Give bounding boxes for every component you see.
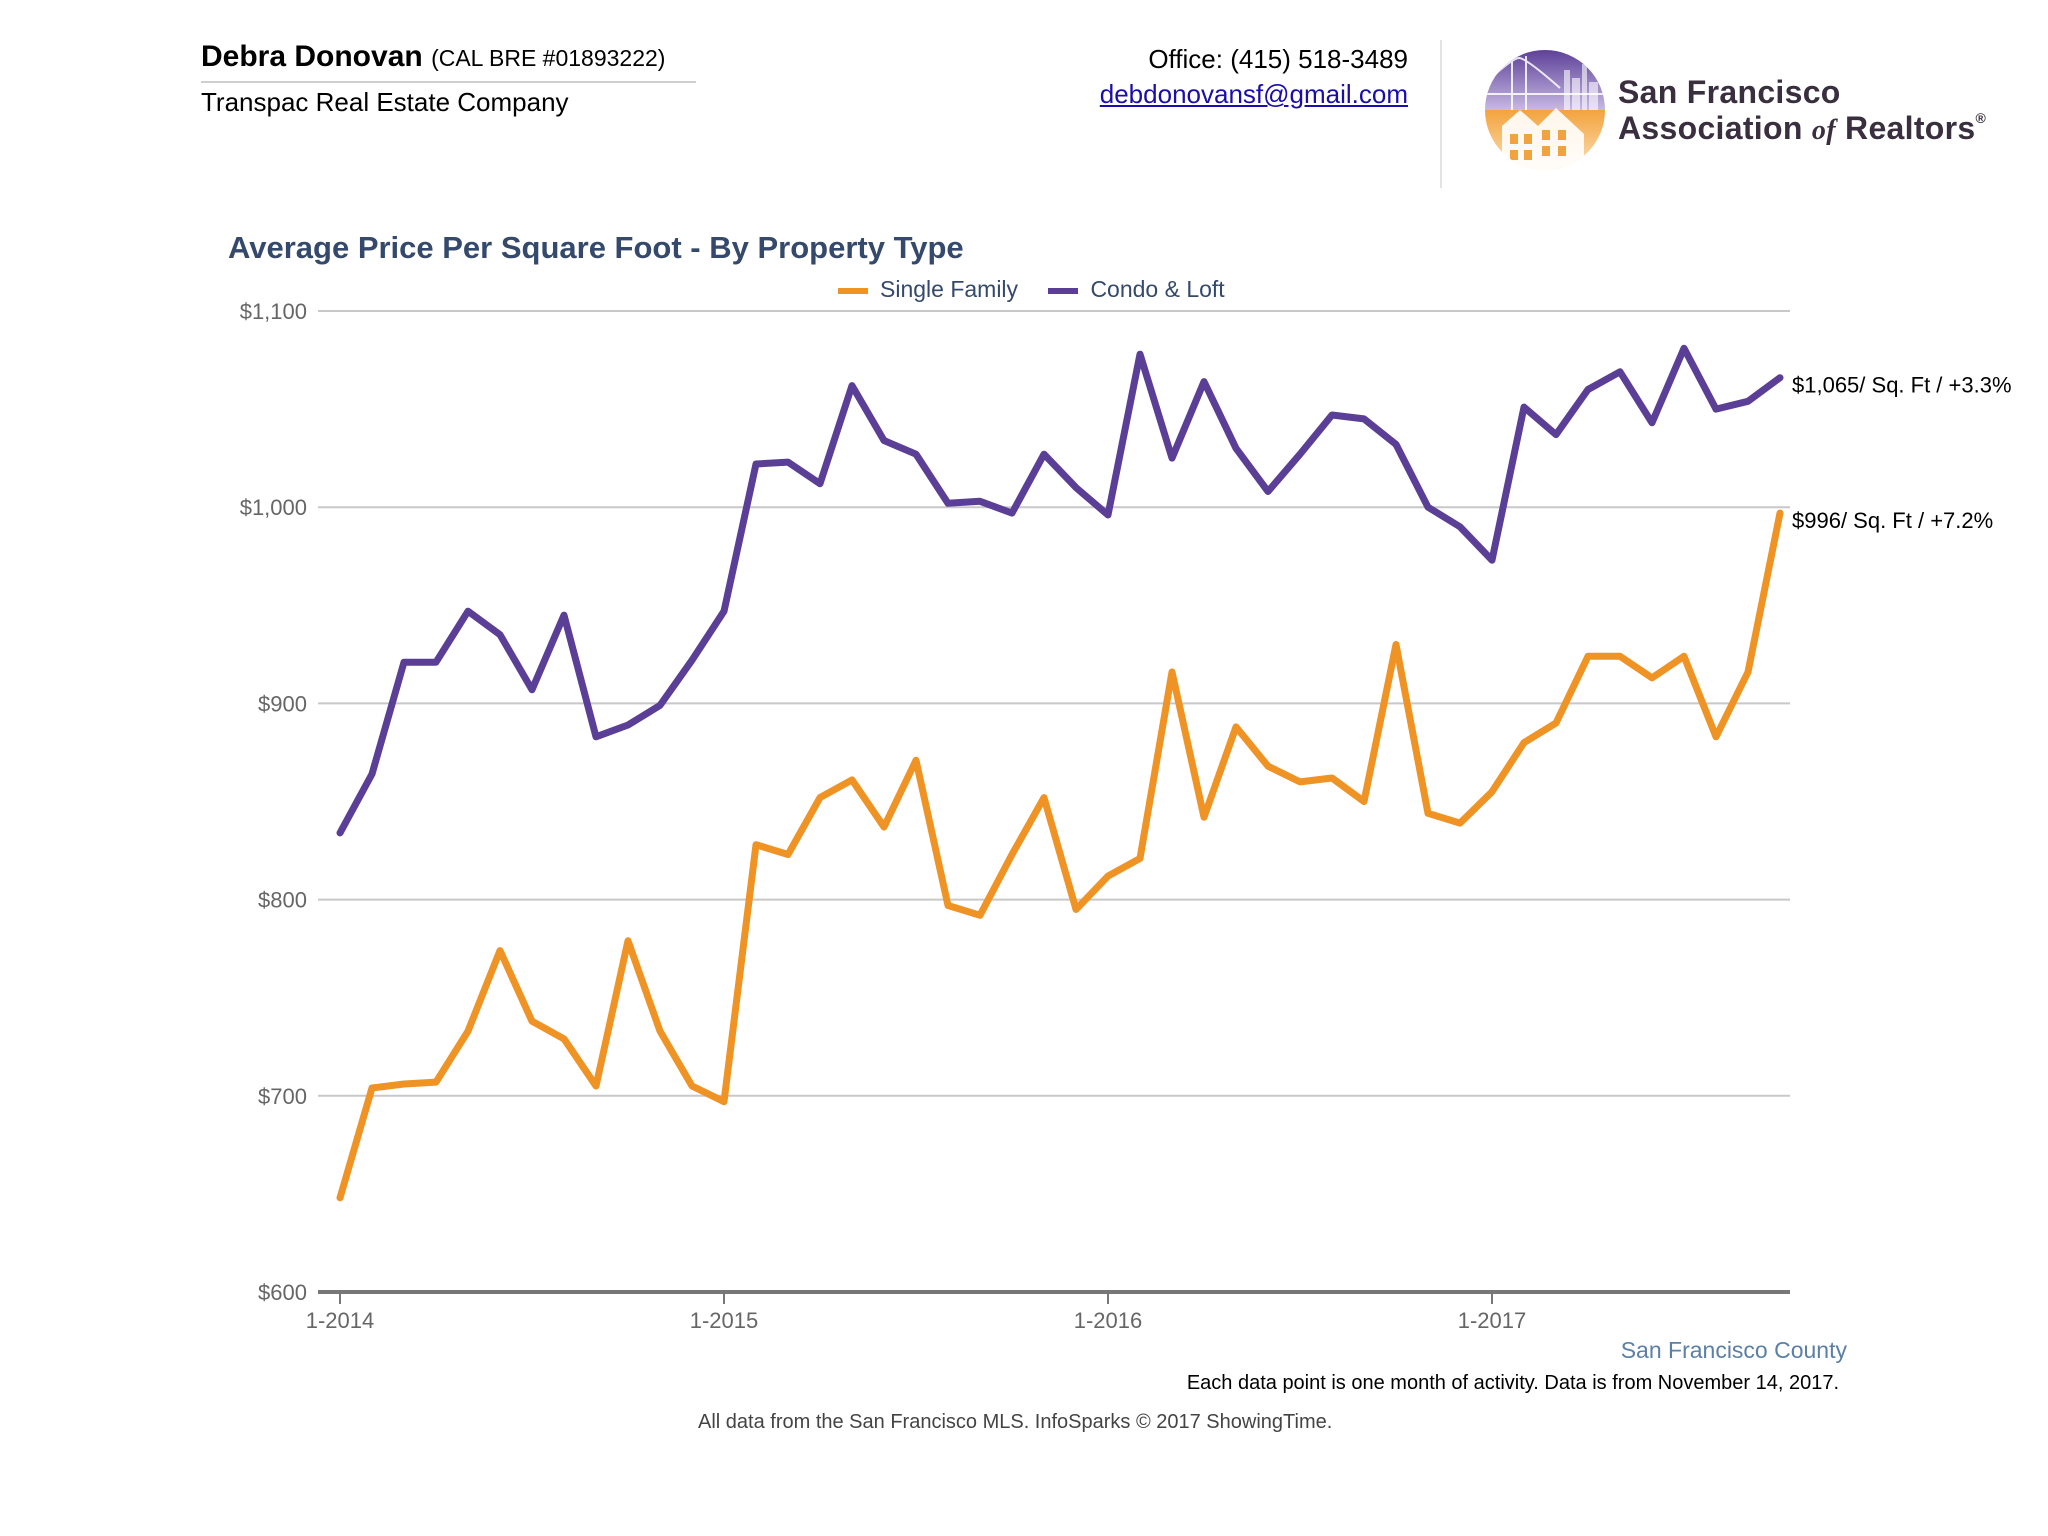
legend-item-condo-loft[interactable]: Condo & Loft bbox=[1048, 276, 1225, 303]
legend-label-single-family: Single Family bbox=[880, 276, 1019, 302]
y-tick-label: $700 bbox=[258, 1084, 307, 1109]
legend-swatch-condo-loft bbox=[1048, 287, 1079, 294]
y-tick-label: $900 bbox=[258, 691, 307, 716]
header-divider bbox=[1440, 40, 1442, 188]
y-tick-label: $1,100 bbox=[240, 299, 307, 324]
x-tick-label: 1-2015 bbox=[690, 1308, 759, 1333]
legend-item-single-family[interactable]: Single Family bbox=[838, 276, 1018, 303]
region-label: San Francisco County bbox=[1620, 1337, 1847, 1363]
org-name-association: Association bbox=[1618, 110, 1803, 146]
agent-name-line: Debra Donovan (CAL BRE #01893222) bbox=[201, 40, 665, 74]
org-name-line2: Association of Realtors® bbox=[1618, 110, 1986, 147]
y-tick-label: $800 bbox=[258, 888, 307, 913]
y-tick-label: $1,000 bbox=[240, 495, 307, 520]
y-tick-label: $600 bbox=[258, 1280, 307, 1305]
registered-mark: ® bbox=[1975, 110, 1987, 126]
chart-title: Average Price Per Square Foot - By Prope… bbox=[228, 230, 964, 265]
series-line-single-family bbox=[336, 509, 1784, 1202]
x-tick-label: 1-2014 bbox=[306, 1308, 375, 1333]
org-name-of: of bbox=[1811, 115, 1836, 146]
x-tick-label: 1-2017 bbox=[1458, 1308, 1527, 1333]
sfar-logo bbox=[1485, 50, 1605, 170]
legend-label-condo-loft: Condo & Loft bbox=[1090, 276, 1225, 302]
org-name-realtors: Realtors bbox=[1845, 110, 1976, 146]
agent-divider bbox=[201, 81, 696, 83]
source-note: All data from the San Francisco MLS. Inf… bbox=[698, 1411, 1333, 1433]
end-label-condo-loft: $1,065/ Sq. Ft / +3.3% bbox=[1792, 373, 2012, 398]
org-name-line1: San Francisco bbox=[1618, 74, 1841, 110]
agent-license: (CAL BRE #01893222) bbox=[431, 45, 666, 71]
agent-company: Transpac Real Estate Company bbox=[201, 87, 569, 117]
end-label-single-family: $996/ Sq. Ft / +7.2% bbox=[1792, 508, 1993, 533]
email-link[interactable]: debdonovansf@gmail.com bbox=[1099, 79, 1408, 109]
x-tick-label: 1-2016 bbox=[1074, 1308, 1143, 1333]
office-phone: Office: (415) 518-3489 bbox=[1148, 44, 1408, 74]
agent-name: Debra Donovan bbox=[201, 40, 423, 73]
legend-swatch-single-family bbox=[838, 287, 868, 294]
series-line-condo-loft bbox=[336, 344, 1784, 837]
chart-legend: Single Family Condo & Loft bbox=[838, 276, 1249, 303]
data-note: Each data point is one month of activity… bbox=[1186, 1372, 1839, 1394]
